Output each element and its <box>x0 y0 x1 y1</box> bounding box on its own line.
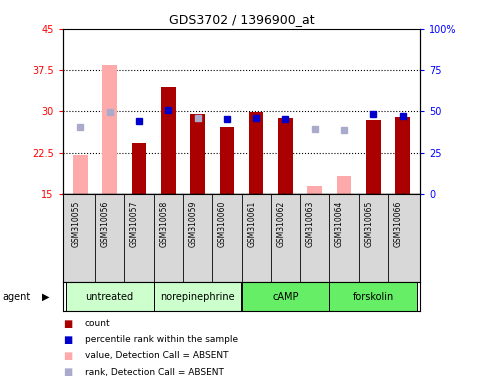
Bar <box>190 114 205 194</box>
Text: GSM310066: GSM310066 <box>394 201 403 247</box>
Text: GSM310065: GSM310065 <box>364 201 373 247</box>
Bar <box>366 120 381 194</box>
Bar <box>278 118 293 194</box>
Text: rank, Detection Call = ABSENT: rank, Detection Call = ABSENT <box>85 367 224 377</box>
Bar <box>249 113 263 194</box>
Text: count: count <box>85 319 110 328</box>
Text: ■: ■ <box>63 351 72 361</box>
Text: GSM310058: GSM310058 <box>159 201 168 247</box>
Bar <box>73 155 88 194</box>
Text: GSM310060: GSM310060 <box>218 201 227 247</box>
Bar <box>154 282 242 311</box>
Text: GSM310062: GSM310062 <box>276 201 285 247</box>
Text: GSM310059: GSM310059 <box>188 201 198 247</box>
Bar <box>102 65 117 194</box>
Text: GSM310055: GSM310055 <box>71 201 80 247</box>
Text: untreated: untreated <box>85 291 134 302</box>
Text: forskolin: forskolin <box>353 291 394 302</box>
Text: norepinephrine: norepinephrine <box>160 291 235 302</box>
Text: value, Detection Call = ABSENT: value, Detection Call = ABSENT <box>85 351 228 361</box>
Text: GSM310063: GSM310063 <box>306 201 315 247</box>
Text: ■: ■ <box>63 319 72 329</box>
Text: GSM310061: GSM310061 <box>247 201 256 247</box>
Text: percentile rank within the sample: percentile rank within the sample <box>85 335 238 344</box>
Bar <box>337 176 351 194</box>
Text: GDS3702 / 1396900_at: GDS3702 / 1396900_at <box>169 13 314 26</box>
Text: GSM310056: GSM310056 <box>100 201 110 247</box>
Text: ▶: ▶ <box>42 291 50 302</box>
Bar <box>242 282 329 311</box>
Text: ■: ■ <box>63 367 72 377</box>
Bar <box>161 87 176 194</box>
Bar <box>220 127 234 194</box>
Bar <box>329 282 417 311</box>
Bar <box>307 186 322 194</box>
Text: GSM310064: GSM310064 <box>335 201 344 247</box>
Bar <box>132 143 146 194</box>
Text: GSM310057: GSM310057 <box>130 201 139 247</box>
Bar <box>395 117 410 194</box>
Text: cAMP: cAMP <box>272 291 298 302</box>
Text: ■: ■ <box>63 335 72 345</box>
Bar <box>66 282 154 311</box>
Text: agent: agent <box>2 291 30 302</box>
